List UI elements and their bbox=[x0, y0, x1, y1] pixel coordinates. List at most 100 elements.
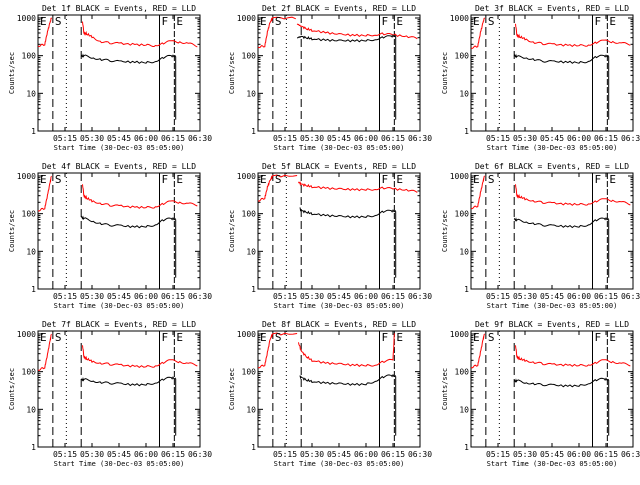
marker-E: E bbox=[473, 15, 480, 28]
x-axis-label: Start Time (30-Dec-03 05:05:00) bbox=[274, 144, 405, 152]
lld-series-rise bbox=[38, 175, 52, 212]
x-tick-label: 06:00 bbox=[134, 292, 158, 301]
y-tick-label: 1000 bbox=[17, 14, 36, 23]
lld-series-rise bbox=[471, 17, 485, 50]
y-tick-label: 100 bbox=[242, 52, 257, 61]
events-series bbox=[513, 53, 610, 64]
panel-7: Det 7f BLACK = Events, RED = LLD 1 10 100 10… bbox=[8, 320, 212, 468]
x-tick-label: 06:30 bbox=[621, 134, 640, 143]
x-axis-label: Start Time (30-Dec-03 05:05:00) bbox=[487, 302, 618, 310]
y-axis-label: Counts/sec bbox=[228, 368, 236, 410]
y-tick-label: 10 bbox=[246, 405, 256, 414]
lld-series-rise bbox=[258, 16, 296, 49]
marker-F: F bbox=[382, 331, 389, 344]
panel-title: Det 3f BLACK = Events, RED = LLD bbox=[475, 4, 629, 13]
y-tick-label: 1000 bbox=[450, 330, 469, 339]
lld-series-rise bbox=[258, 174, 298, 202]
x-tick-label: 06:15 bbox=[381, 292, 405, 301]
y-tick-label: 1 bbox=[251, 443, 256, 452]
y-axis-label: Counts/sec bbox=[441, 368, 449, 410]
events-series bbox=[80, 376, 177, 387]
x-tick-label: 05:30 bbox=[513, 450, 537, 459]
marker-E2: E bbox=[176, 173, 183, 186]
y-tick-label: 10 bbox=[246, 247, 256, 256]
x-tick-label: 06:30 bbox=[408, 450, 432, 459]
marker-F: F bbox=[162, 173, 169, 186]
marker-S: S bbox=[488, 331, 495, 344]
y-tick-label: 1 bbox=[31, 285, 36, 294]
marker-E2: E bbox=[609, 331, 616, 344]
plot-area bbox=[471, 15, 631, 131]
lld-series bbox=[515, 23, 631, 48]
marker-E: E bbox=[260, 173, 267, 186]
lld-series-rise bbox=[471, 333, 485, 369]
y-tick-label: 10 bbox=[26, 247, 36, 256]
marker-F: F bbox=[595, 15, 602, 28]
events-series bbox=[513, 216, 610, 229]
x-tick-label: 05:15 bbox=[273, 292, 297, 301]
marker-E2: E bbox=[176, 15, 183, 28]
x-tick-label: 05:45 bbox=[107, 450, 131, 459]
marker-S: S bbox=[275, 173, 282, 186]
x-tick-label: 05:45 bbox=[327, 134, 351, 143]
x-axis-label: Start Time (30-Dec-03 05:05:00) bbox=[274, 460, 405, 468]
panel-2: Det 2f BLACK = Events, RED = LLD 1 10 100 10… bbox=[228, 4, 432, 152]
marker-F: F bbox=[382, 15, 389, 28]
x-tick-label: 06:00 bbox=[567, 134, 591, 143]
marker-S: S bbox=[488, 15, 495, 28]
plot-area bbox=[258, 331, 397, 447]
marker-E2: E bbox=[609, 173, 616, 186]
plot-area bbox=[258, 15, 418, 131]
marker-F: F bbox=[162, 15, 169, 28]
marker-E: E bbox=[40, 173, 47, 186]
x-tick-label: 06:00 bbox=[354, 292, 378, 301]
events-series bbox=[297, 34, 397, 43]
marker-E: E bbox=[40, 331, 47, 344]
x-tick-label: 05:30 bbox=[80, 134, 104, 143]
y-tick-label: 100 bbox=[455, 368, 470, 377]
y-tick-label: 1 bbox=[31, 443, 36, 452]
y-axis-label: Counts/sec bbox=[8, 52, 16, 94]
panel-title: Det 4f BLACK = Events, RED = LLD bbox=[42, 162, 196, 171]
x-tick-label: 06:15 bbox=[161, 292, 185, 301]
x-tick-label: 05:45 bbox=[540, 450, 564, 459]
y-tick-label: 1 bbox=[464, 127, 469, 136]
y-tick-label: 1000 bbox=[17, 172, 36, 181]
lld-series bbox=[515, 345, 631, 367]
x-tick-label: 06:15 bbox=[161, 134, 185, 143]
marker-S: S bbox=[55, 173, 62, 186]
panel-8: Det 8f BLACK = Events, RED = LLD 1 10 100 10… bbox=[228, 320, 432, 468]
marker-E2: E bbox=[609, 15, 616, 28]
x-tick-label: 06:30 bbox=[621, 292, 640, 301]
marker-E2: E bbox=[396, 331, 403, 344]
x-tick-label: 05:15 bbox=[53, 134, 77, 143]
x-axis-label: Start Time (30-Dec-03 05:05:00) bbox=[54, 144, 185, 152]
x-tick-label: 05:15 bbox=[486, 450, 510, 459]
lld-series-rise bbox=[258, 332, 298, 369]
plot-area bbox=[471, 331, 631, 447]
x-tick-label: 05:15 bbox=[53, 450, 77, 459]
plot-area bbox=[38, 331, 198, 447]
plot-area bbox=[258, 173, 418, 289]
x-tick-label: 06:00 bbox=[567, 292, 591, 301]
events-series bbox=[80, 53, 177, 64]
x-axis-label: Start Time (30-Dec-03 05:05:00) bbox=[274, 302, 405, 310]
x-axis-label: Start Time (30-Dec-03 05:05:00) bbox=[54, 302, 185, 310]
y-tick-label: 1000 bbox=[237, 14, 256, 23]
events-series bbox=[299, 373, 397, 387]
panel-title: Det 1f BLACK = Events, RED = LLD bbox=[42, 4, 196, 13]
x-tick-label: 06:30 bbox=[621, 450, 640, 459]
y-axis-label: Counts/sec bbox=[228, 210, 236, 252]
x-tick-label: 05:30 bbox=[80, 450, 104, 459]
y-tick-label: 10 bbox=[26, 89, 36, 98]
y-tick-label: 1000 bbox=[237, 172, 256, 181]
x-tick-label: 05:30 bbox=[300, 134, 324, 143]
y-axis-label: Counts/sec bbox=[8, 210, 16, 252]
x-tick-label: 05:45 bbox=[327, 450, 351, 459]
x-tick-label: 05:45 bbox=[107, 292, 131, 301]
y-axis-label: Counts/sec bbox=[441, 210, 449, 252]
x-tick-label: 06:15 bbox=[594, 134, 618, 143]
y-tick-label: 100 bbox=[455, 210, 470, 219]
y-tick-label: 100 bbox=[22, 368, 37, 377]
